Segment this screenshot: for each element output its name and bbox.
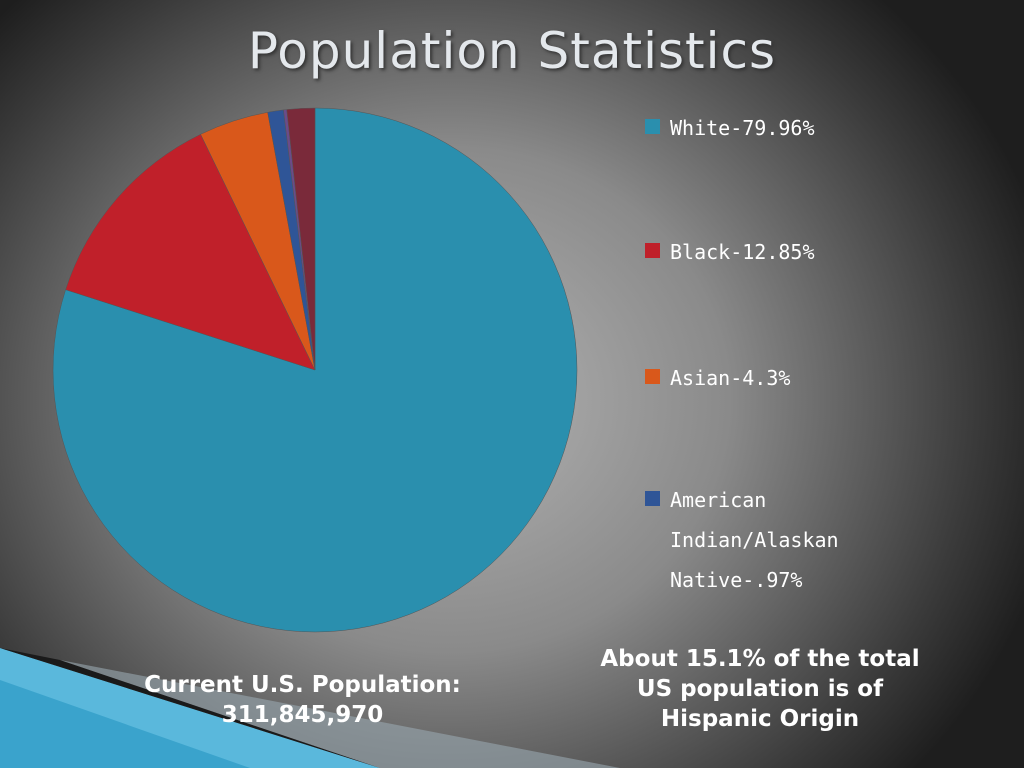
- legend-swatch: [645, 491, 660, 506]
- annotation-line: Hispanic Origin: [660, 706, 860, 732]
- annotation: About 15.1% of the total US population is…: [595, 644, 925, 734]
- decor: [0, 680, 250, 768]
- legend-label: White-79.96%: [670, 116, 815, 140]
- legend-label: Black-12.85%: [670, 240, 815, 264]
- decor: [60, 660, 620, 768]
- decor: [0, 648, 380, 768]
- pie-slice: [65, 133, 316, 371]
- annotation-line: US population is of: [636, 676, 884, 702]
- annotation-line: Current U.S. Population:: [144, 672, 461, 698]
- legend-label: American Indian/Alaskan Native-.97%: [670, 488, 839, 592]
- pie-slice: [286, 107, 316, 371]
- annotation-line: 311,845,970: [221, 702, 384, 728]
- legend-swatch: [645, 243, 660, 258]
- annotation: Current U.S. Population: 311,845,970: [130, 670, 475, 730]
- pie-slice: [52, 107, 578, 633]
- legend-swatch: [645, 369, 660, 384]
- legend-label: Asian-4.3%: [670, 366, 791, 390]
- annotation-line: About 15.1% of the total: [600, 646, 920, 672]
- legend-swatch: [645, 119, 660, 134]
- chart-title: Population Statistics: [247, 22, 777, 80]
